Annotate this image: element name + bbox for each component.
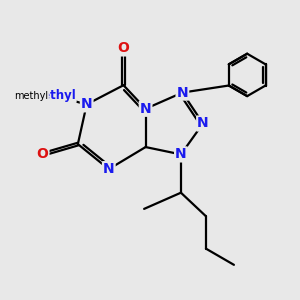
Text: methyl: methyl — [30, 89, 76, 102]
Text: N: N — [81, 98, 92, 111]
Text: N: N — [175, 147, 187, 161]
Text: N: N — [197, 116, 209, 130]
Text: N: N — [140, 102, 152, 116]
Text: methyl: methyl — [14, 91, 48, 100]
Text: N: N — [177, 85, 188, 100]
Text: O: O — [37, 147, 49, 161]
Text: O: O — [118, 41, 129, 56]
Text: N: N — [103, 162, 115, 176]
